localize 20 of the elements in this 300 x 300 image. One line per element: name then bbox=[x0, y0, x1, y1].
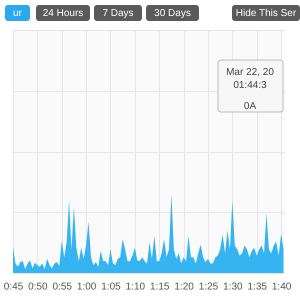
text: 01:44:3 bbox=[233, 80, 268, 91]
x-tick-label: 1:00 bbox=[76, 282, 97, 292]
x-tick-label: 1:25 bbox=[198, 282, 219, 292]
x-tick-label: 1:20 bbox=[174, 282, 194, 292]
text: Hide This Ser bbox=[236, 8, 297, 19]
text: 0A bbox=[244, 101, 256, 112]
text: ur bbox=[13, 8, 23, 19]
text: 24 Hours bbox=[42, 8, 84, 19]
x-tick-label: 1:15 bbox=[150, 282, 170, 292]
text: 30 Days bbox=[154, 8, 191, 19]
x-tick-label: 1:40 bbox=[272, 282, 292, 292]
x-tick-label: 1:30 bbox=[223, 282, 244, 292]
x-tick-label: 1:10 bbox=[126, 282, 146, 292]
x-tick-label: 1:05 bbox=[101, 282, 122, 292]
x-tick-label: 0:55 bbox=[52, 282, 72, 292]
x-tick-label: 0:50 bbox=[28, 282, 48, 292]
text: 7 Days bbox=[102, 8, 134, 19]
x-tick-label: 1:35 bbox=[247, 282, 268, 292]
text: Mar 22, 20 bbox=[226, 67, 274, 78]
x-tick-label: 0:45 bbox=[4, 282, 24, 292]
